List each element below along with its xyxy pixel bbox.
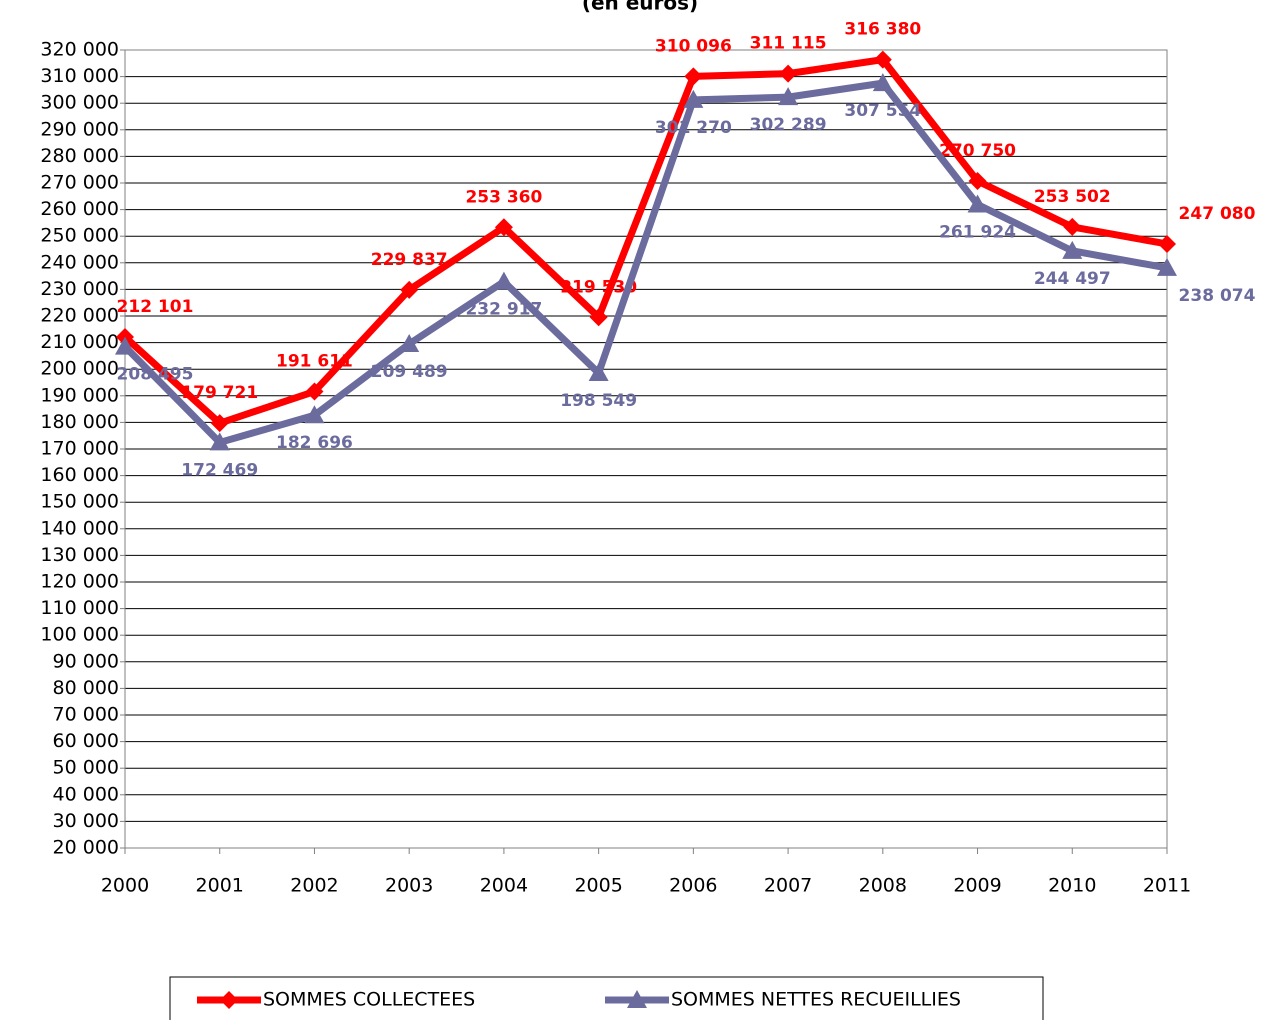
legend-label: SOMMES NETTES RECUEILLIES (671, 989, 961, 1011)
y-tick-label: 260 000 (40, 198, 119, 220)
y-tick-label: 110 000 (40, 597, 119, 619)
x-tick-label: 2008 (859, 875, 907, 897)
y-tick-label: 140 000 (40, 517, 119, 539)
data-label: 219 530 (560, 277, 637, 297)
x-tick-label: 2000 (101, 875, 149, 897)
chart-title: (en euros) (582, 0, 698, 15)
data-label: 307 554 (844, 101, 921, 121)
x-tick-label: 2001 (196, 875, 244, 897)
triangle-marker (967, 194, 988, 213)
data-label: 301 270 (655, 118, 732, 138)
x-tick-label: 2010 (1048, 875, 1096, 897)
triangle-marker (627, 990, 647, 1008)
y-tick-label: 120 000 (40, 571, 119, 593)
y-tick-label: 320 000 (40, 39, 119, 61)
diamond-marker (210, 414, 229, 433)
data-label: 182 696 (276, 433, 353, 453)
y-tick-label: 90 000 (53, 650, 119, 672)
data-label: 238 074 (1179, 286, 1256, 306)
diamond-marker (1158, 234, 1176, 253)
y-tick-label: 240 000 (40, 251, 119, 273)
y-tick-label: 50 000 (53, 757, 119, 779)
x-tick-label: 2005 (574, 875, 622, 897)
y-tick-label: 290 000 (40, 118, 119, 140)
triangle-marker (209, 432, 230, 451)
y-tick-label: 170 000 (40, 438, 119, 460)
x-tick-label: 2003 (385, 875, 433, 897)
plot-border (124, 49, 1168, 849)
y-tick-label: 300 000 (40, 92, 119, 114)
y-tick-label: 160 000 (40, 464, 119, 486)
x-tick-label: 2004 (480, 875, 528, 897)
y-tick-label: 30 000 (53, 810, 119, 832)
triangle-marker (493, 271, 514, 290)
y-tick-label: 270 000 (40, 172, 119, 194)
series-line (122, 56, 1168, 427)
data-label: 212 101 (117, 297, 194, 317)
legend-label: SOMMES COLLECTEES (263, 989, 475, 1011)
triangle-marker (399, 333, 420, 352)
y-tick-label: 70 000 (53, 704, 119, 726)
y-tick-label: 20 000 (53, 837, 119, 859)
diamond-marker (220, 991, 238, 1009)
triangle-marker (778, 87, 799, 106)
diamond-marker (968, 172, 987, 191)
y-tick-label: 220 000 (40, 305, 119, 327)
y-tick-label: 200 000 (40, 358, 119, 380)
y-tick-label: 150 000 (40, 491, 119, 513)
data-label: 198 549 (560, 391, 637, 411)
y-tick-label: 130 000 (40, 544, 119, 566)
diamond-marker (400, 280, 419, 299)
x-tick-label: 2007 (764, 875, 812, 897)
data-label: 208 495 (117, 365, 194, 385)
y-tick-label: 250 000 (40, 225, 119, 247)
triangle-marker (115, 336, 135, 355)
y-tick-label: 210 000 (40, 331, 119, 353)
y-tick-label: 180 000 (40, 411, 119, 433)
y-tick-label: 60 000 (53, 730, 119, 752)
diamond-marker (779, 64, 798, 83)
triangle-marker (588, 363, 609, 382)
y-tick-label: 280 000 (40, 145, 119, 167)
data-label: 229 837 (371, 250, 448, 270)
triangle-marker (304, 405, 325, 424)
series-line (122, 79, 1168, 446)
data-label: 179 721 (181, 383, 258, 403)
data-label: 270 750 (939, 141, 1016, 161)
data-label: 191 611 (276, 352, 353, 372)
y-tick-label: 230 000 (40, 278, 119, 300)
data-label: 209 489 (371, 362, 448, 382)
x-tick-label: 2002 (290, 875, 338, 897)
data-label: 172 469 (181, 460, 258, 480)
data-label: 244 497 (1034, 269, 1111, 289)
y-tick-label: 190 000 (40, 384, 119, 406)
data-label: 247 080 (1179, 204, 1256, 224)
triangle-marker (872, 73, 893, 92)
triangle-marker (1062, 240, 1083, 259)
diamond-marker (684, 67, 703, 86)
data-label: 302 289 (750, 115, 827, 135)
diamond-marker (305, 382, 324, 401)
data-label: 316 380 (844, 20, 921, 40)
x-tick-label: 2009 (953, 875, 1001, 897)
triangle-marker (1157, 257, 1177, 276)
diamond-marker (589, 308, 608, 327)
y-tick-label: 80 000 (53, 677, 119, 699)
y-tick-label: 100 000 (40, 624, 119, 646)
x-tick-label: 2011 (1143, 875, 1191, 897)
triangle-marker (683, 89, 704, 108)
data-label: 253 502 (1034, 187, 1111, 207)
data-label: 232 917 (465, 300, 542, 320)
y-tick-label: 310 000 (40, 65, 119, 87)
diamond-marker (494, 218, 513, 237)
diamond-marker (873, 50, 892, 69)
data-label: 253 360 (465, 187, 542, 207)
data-label: 310 096 (655, 36, 732, 56)
data-label: 261 924 (939, 222, 1016, 242)
data-label: 311 115 (750, 34, 827, 54)
y-tick-label: 40 000 (53, 783, 119, 805)
diamond-marker (1063, 217, 1082, 236)
x-tick-label: 2006 (669, 875, 717, 897)
